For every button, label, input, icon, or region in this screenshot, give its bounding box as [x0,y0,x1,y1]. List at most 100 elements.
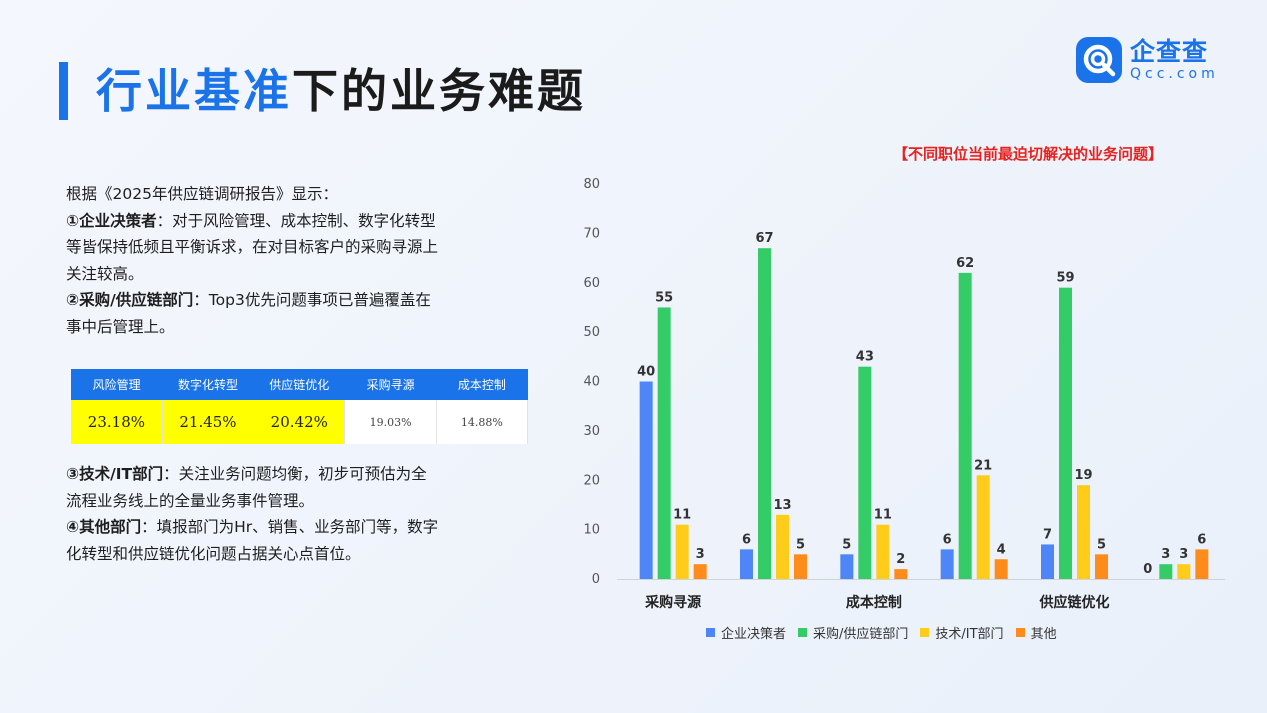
page-title-highlight: 行业基准 [96,64,292,118]
priority-table: 风险管理 数字化转型 供应链优化 采购寻源 成本控制 23.18% 21.45%… [71,369,529,444]
data-label: 7 [1043,527,1052,542]
finding-1: ①企业决策者：对于风险管理、成本控制、数字化转型 [66,208,536,235]
bar [958,272,972,579]
chart-title: 【不同职位当前最迫切解决的业务问题】 [893,145,1164,163]
legend-item: 企业决策者 [706,623,786,642]
finding-2: ②采购/供应链部门：Top3优先问题事项已普遍覆盖在 [66,287,536,314]
legend-swatch [706,628,715,637]
intro-line: 根据《2025年供应链调研报告》显示： [66,185,338,203]
chart-legend: 企业决策者 采购/供应链部门 技术/IT部门 其他 [706,623,1069,642]
data-label: 2 [896,552,905,567]
data-label: 21 [974,458,992,473]
legend-item: 其他 [1015,623,1057,642]
y-tick-label: 70 [583,226,600,241]
bar [1095,554,1108,579]
legend-swatch [1015,628,1025,637]
data-label: 5 [796,537,805,552]
bar [840,554,854,579]
finding-4-text: ：填报部门为Hr、销售、业务部门等，数字 [141,518,439,536]
table-cell: 23.18% [71,400,163,444]
table-header-cell: 风险管理 [71,369,163,400]
findings-text-2: ③技术/IT部门：关注业务问题均衡，初步可预估为全 流程业务线上的全量业务事件管… [66,461,536,567]
y-tick-label: 30 [583,424,600,439]
legend-label: 其他 [1030,627,1057,642]
finding-3-line2: 流程业务线上的全量业务事件管理。 [66,491,315,510]
finding-1-line3: 关注较高。 [66,264,144,283]
y-tick-label: 20 [583,473,600,488]
page-title-rest: 下的业务难题 [292,64,586,118]
finding-3: ③技术/IT部门：关注业务问题均衡，初步可预估为全 [66,461,536,488]
data-label: 5 [1097,537,1106,552]
table-cell: 14.88% [436,400,529,444]
data-label: 6 [943,532,952,547]
table-header-cell: 成本控制 [436,369,528,400]
finding-1-text: ：对于风险管理、成本控制、数字化转型 [156,211,436,230]
legend-item: 采购/供应链部门 [798,623,908,642]
legend-swatch [798,628,808,637]
table-header-cell: 数字化转型 [162,369,254,400]
data-label: 67 [755,231,773,246]
bar [1177,564,1191,579]
title-accent-bar [59,62,68,120]
data-label: 4 [997,542,1006,557]
legend-swatch [920,628,930,637]
bar [1077,485,1090,579]
bar [639,381,653,579]
finding-4-line2: 化转型和供应链优化问题占据关心点首位。 [66,544,361,563]
bar [976,475,990,579]
table-row: 23.18% 21.45% 20.42% 19.03% 14.88% [71,400,529,444]
data-label: 40 [637,365,655,380]
data-label: 3 [696,547,705,562]
data-label: 13 [773,498,791,513]
y-tick-label: 50 [583,325,600,340]
finding-4-label: ④其他部门 [66,518,142,536]
y-tick-label: 0 [592,572,600,587]
bar [940,549,954,579]
bar [758,248,771,579]
data-label: 55 [655,290,673,305]
bar [776,514,789,579]
finding-2-text: ：Top3优先问题事项已普遍覆盖在 [193,291,431,309]
finding-1-line2: 等皆保持低频且平衡诉求，在对目标客户的采购寻源上 [66,238,439,256]
legend-item: 技术/IT部门 [920,623,1004,642]
finding-3-label: ③技术/IT部门 [66,465,164,483]
table-header-cell: 采购寻源 [344,369,437,400]
data-label: 59 [1056,271,1074,286]
bar [794,554,807,579]
x-tick-label: 供应链优化 [1039,594,1110,611]
data-label: 0 [1143,562,1152,577]
data-label: 19 [1074,468,1092,483]
brand-logo: 企查查 Qcc.com [1076,37,1219,83]
bar [657,307,671,579]
data-label: 3 [1179,547,1188,562]
legend-label: 企业决策者 [721,627,787,642]
bar [740,549,753,579]
table-cell: 20.42% [253,400,346,444]
legend-label: 技术/IT部门 [935,627,1004,642]
data-label: 6 [1197,532,1206,547]
page-title: 行业基准下的业务难题 [96,60,586,122]
bar [1059,287,1072,579]
data-label: 43 [856,350,874,365]
logo-en-text: Qcc.com [1130,66,1219,82]
table-cell: 21.45% [162,400,255,444]
bar [994,559,1008,579]
bar [894,569,908,579]
data-label: 11 [673,508,691,523]
data-label: 11 [874,508,892,523]
table-header-cell: 供应链优化 [253,369,345,400]
legend-label: 采购/供应链部门 [813,627,909,642]
data-label: 5 [842,537,851,552]
findings-text: 根据《2025年供应链调研报告》显示： ①企业决策者：对于风险管理、成本控制、数… [66,181,536,340]
finding-3-text: ：关注业务问题均衡，初步可预估为全 [163,465,427,483]
finding-2-label: ②采购/供应链部门 [66,291,194,309]
finding-4: ④其他部门：填报部门为Hr、销售、业务部门等，数字 [66,514,536,541]
x-tick-label: 采购寻源 [644,594,701,611]
y-tick-label: 60 [583,276,600,291]
bar [1041,544,1054,579]
data-label: 62 [956,256,974,271]
y-tick-label: 80 [583,177,600,192]
x-tick-label: 成本控制 [846,594,902,611]
qcc-logo-icon [1076,37,1122,83]
